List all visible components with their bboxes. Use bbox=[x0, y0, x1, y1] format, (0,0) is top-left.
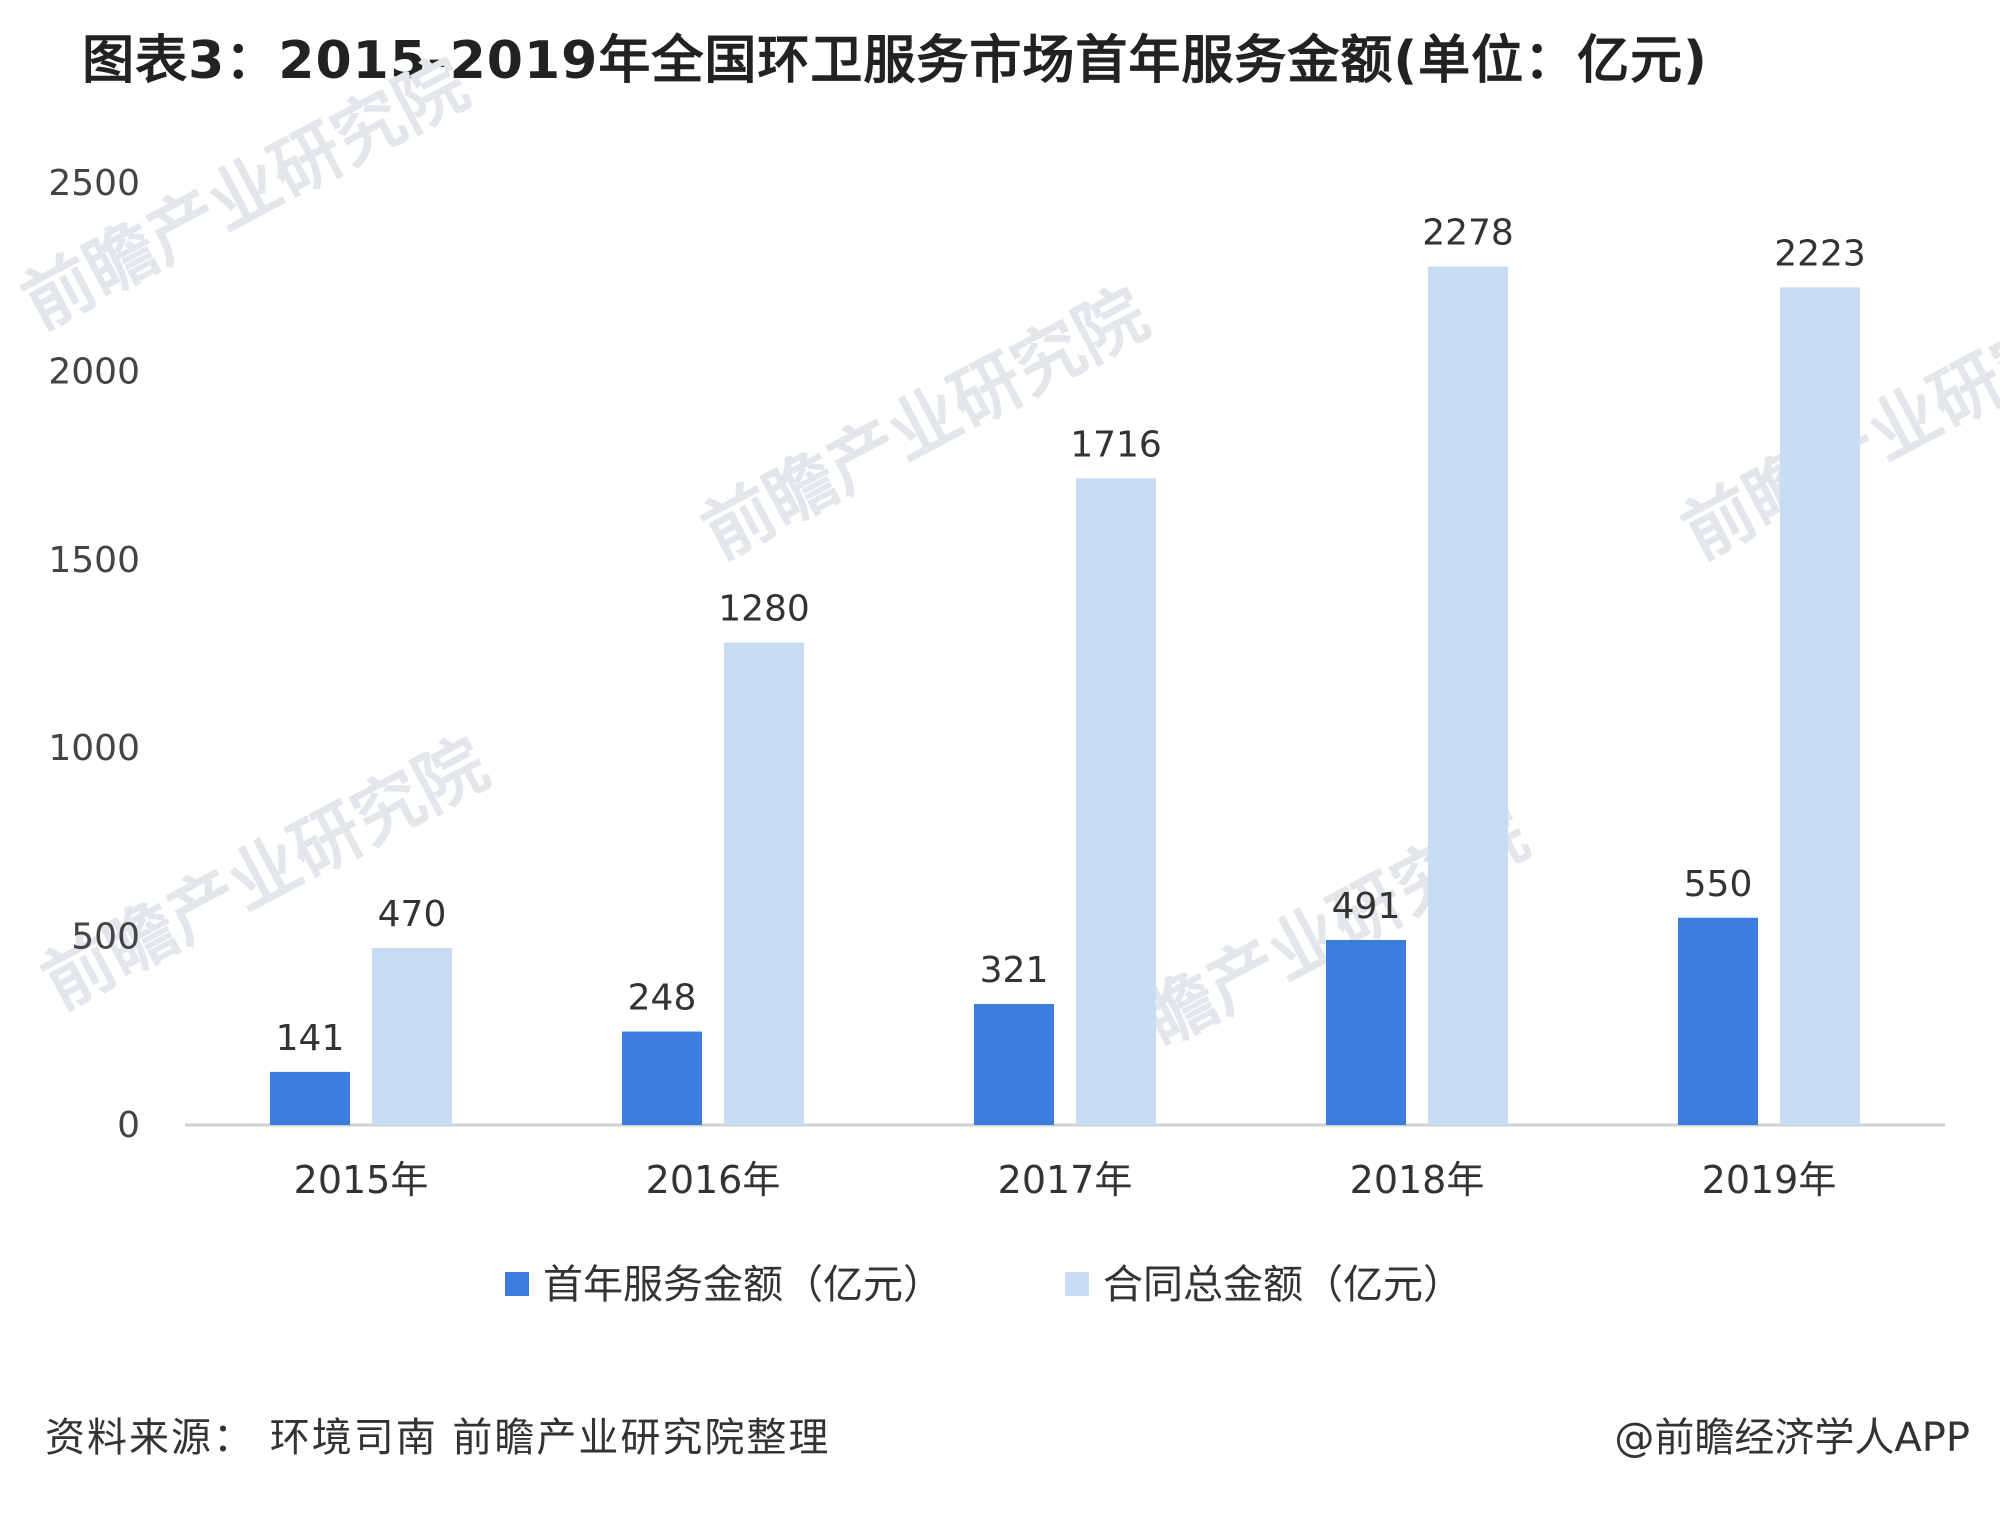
data-label: 248 bbox=[628, 978, 697, 1019]
legend-swatch bbox=[1065, 1272, 1089, 1296]
data-label: 2278 bbox=[1422, 213, 1514, 254]
x-tick-label: 2017年 bbox=[998, 1158, 1133, 1202]
y-tick-label: 0 bbox=[117, 1105, 140, 1146]
bars-layer: 141 470 248 1280 321 1716 491 2278 550 2223 bbox=[270, 213, 1866, 1125]
data-label: 550 bbox=[1684, 864, 1753, 905]
x-tick-label: 2018年 bbox=[1350, 1158, 1485, 1202]
bar bbox=[1678, 917, 1758, 1125]
data-label: 491 bbox=[1332, 886, 1401, 927]
bar bbox=[372, 947, 452, 1125]
data-label: 470 bbox=[378, 894, 447, 935]
data-label: 1280 bbox=[718, 589, 810, 630]
bar bbox=[1326, 939, 1406, 1125]
y-tick-label: 1000 bbox=[48, 728, 140, 769]
bar bbox=[724, 642, 804, 1125]
legend-label: 合同总金额（亿元） bbox=[1103, 1262, 1463, 1308]
x-tick-label: 2015年 bbox=[294, 1158, 429, 1202]
x-tick-label: 2019年 bbox=[1702, 1158, 1837, 1202]
bar bbox=[270, 1071, 350, 1125]
chart-title: 图表3：2015-2019年全国环卫服务市场首年服务金额(单位：亿元) bbox=[82, 31, 1708, 91]
data-label: 2223 bbox=[1774, 233, 1866, 274]
legend: 首年服务金额（亿元） 合同总金额（亿元） bbox=[505, 1262, 1463, 1308]
bar bbox=[1428, 266, 1508, 1125]
y-tick-label: 2000 bbox=[48, 351, 140, 392]
legend-swatch bbox=[505, 1272, 529, 1296]
y-tick-label: 2500 bbox=[48, 163, 140, 204]
data-label: 1716 bbox=[1070, 424, 1162, 465]
bar-chart: 前瞻产业研究院前瞻产业研究院前瞻产业研究院前瞻产业研究院前瞻产业研究院 0500… bbox=[9, 43, 2000, 1308]
bar bbox=[974, 1004, 1054, 1125]
bar bbox=[622, 1031, 702, 1125]
x-axis-labels: 2015年 2016年 2017年 2018年 2019年 bbox=[294, 1158, 1837, 1202]
brand-credit: @前瞻经济学人APP bbox=[1614, 1415, 1970, 1461]
source-note: 资料来源： 环境司南 前瞻产业研究院整理 bbox=[45, 1415, 831, 1461]
y-tick-label: 1500 bbox=[48, 540, 140, 581]
data-label: 321 bbox=[980, 950, 1049, 991]
x-tick-label: 2016年 bbox=[646, 1158, 781, 1202]
data-label: 141 bbox=[276, 1018, 345, 1059]
bar bbox=[1780, 287, 1860, 1125]
legend-label: 首年服务金额（亿元） bbox=[543, 1262, 943, 1308]
bar bbox=[1076, 478, 1156, 1125]
y-axis-ticks: 0 500 1000 1500 2000 2500 bbox=[48, 163, 140, 1146]
y-tick-label: 500 bbox=[71, 917, 140, 958]
